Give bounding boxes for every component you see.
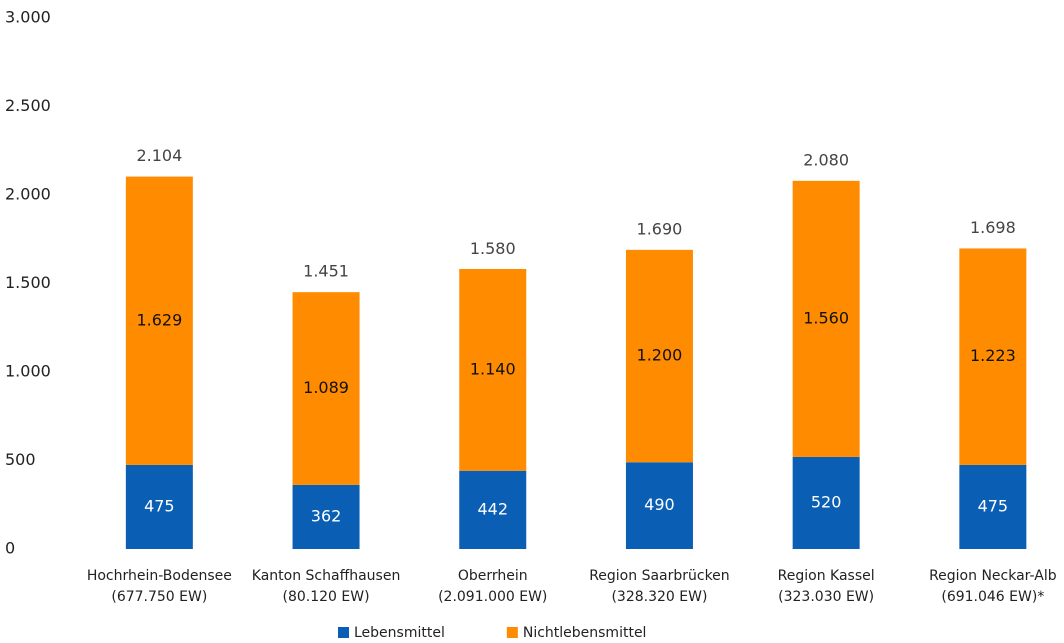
bar-segment: [792, 180, 860, 457]
y-tick-label: 2.000: [5, 185, 51, 204]
legend-label: Lebensmittel: [354, 625, 445, 641]
data-label: 1.560: [803, 308, 849, 327]
bar-segment: [625, 462, 693, 549]
y-tick-label: 1.000: [5, 362, 51, 381]
y-tick-label: 0: [5, 539, 15, 558]
legend-swatch: [338, 627, 349, 638]
legend-swatch: [506, 627, 518, 638]
x-tick-label: Kanton Schaffhausen: [252, 568, 401, 584]
y-tick-label: 1.500: [5, 273, 51, 292]
bar-segment: [959, 464, 1027, 549]
data-label: 362: [311, 506, 342, 525]
total-label: 1.451: [303, 262, 349, 281]
data-label: 1.089: [303, 378, 349, 397]
x-tick-label: Region Saarbrücken: [589, 568, 730, 584]
data-label: 1.140: [470, 359, 516, 378]
bar-segment: [792, 456, 860, 549]
bar-segment: [125, 464, 193, 549]
data-label: 1.629: [136, 310, 182, 329]
bar-segment: [125, 176, 193, 465]
bar-segment: [459, 268, 527, 471]
x-tick-sublabel: (2.091.000 EW): [438, 589, 547, 605]
x-tick-label: Region Kassel: [778, 568, 875, 584]
x-tick-label: Region Neckar-Alb: [929, 568, 1057, 584]
x-tick-label: Oberrhein: [458, 568, 528, 584]
total-label: 1.690: [637, 219, 683, 238]
bar-segment: [292, 484, 360, 549]
bar-segment: [292, 292, 360, 485]
bar-segment: [625, 249, 693, 463]
x-tick-sublabel: (328.320 EW): [611, 589, 707, 605]
x-tick-sublabel: (677.750 EW): [111, 589, 207, 605]
data-label: 442: [477, 499, 508, 518]
total-label: 1.698: [970, 218, 1016, 237]
x-tick-sublabel: (80.120 EW): [283, 589, 370, 605]
bar-segment: [959, 248, 1027, 465]
x-tick-sublabel: (691.046 EW)*: [941, 589, 1044, 605]
y-tick-label: 3.000: [5, 8, 51, 27]
data-label: 490: [644, 495, 675, 514]
y-tick-label: 500: [5, 450, 36, 469]
bar-segment: [459, 470, 527, 549]
data-label: 475: [978, 496, 1009, 515]
total-label: 2.080: [803, 150, 849, 169]
legend-label: Nichtlebensmittel: [523, 625, 647, 641]
total-label: 2.104: [136, 146, 182, 165]
data-label: 1.223: [970, 346, 1016, 365]
data-label: 475: [144, 496, 175, 515]
x-tick-label: Hochrhein-Bodensee: [87, 568, 232, 584]
y-tick-label: 2.500: [5, 96, 51, 115]
data-label: 520: [811, 492, 842, 511]
x-tick-sublabel: (323.030 EW): [778, 589, 874, 605]
total-label: 1.580: [470, 239, 516, 258]
data-label: 1.200: [637, 346, 683, 365]
